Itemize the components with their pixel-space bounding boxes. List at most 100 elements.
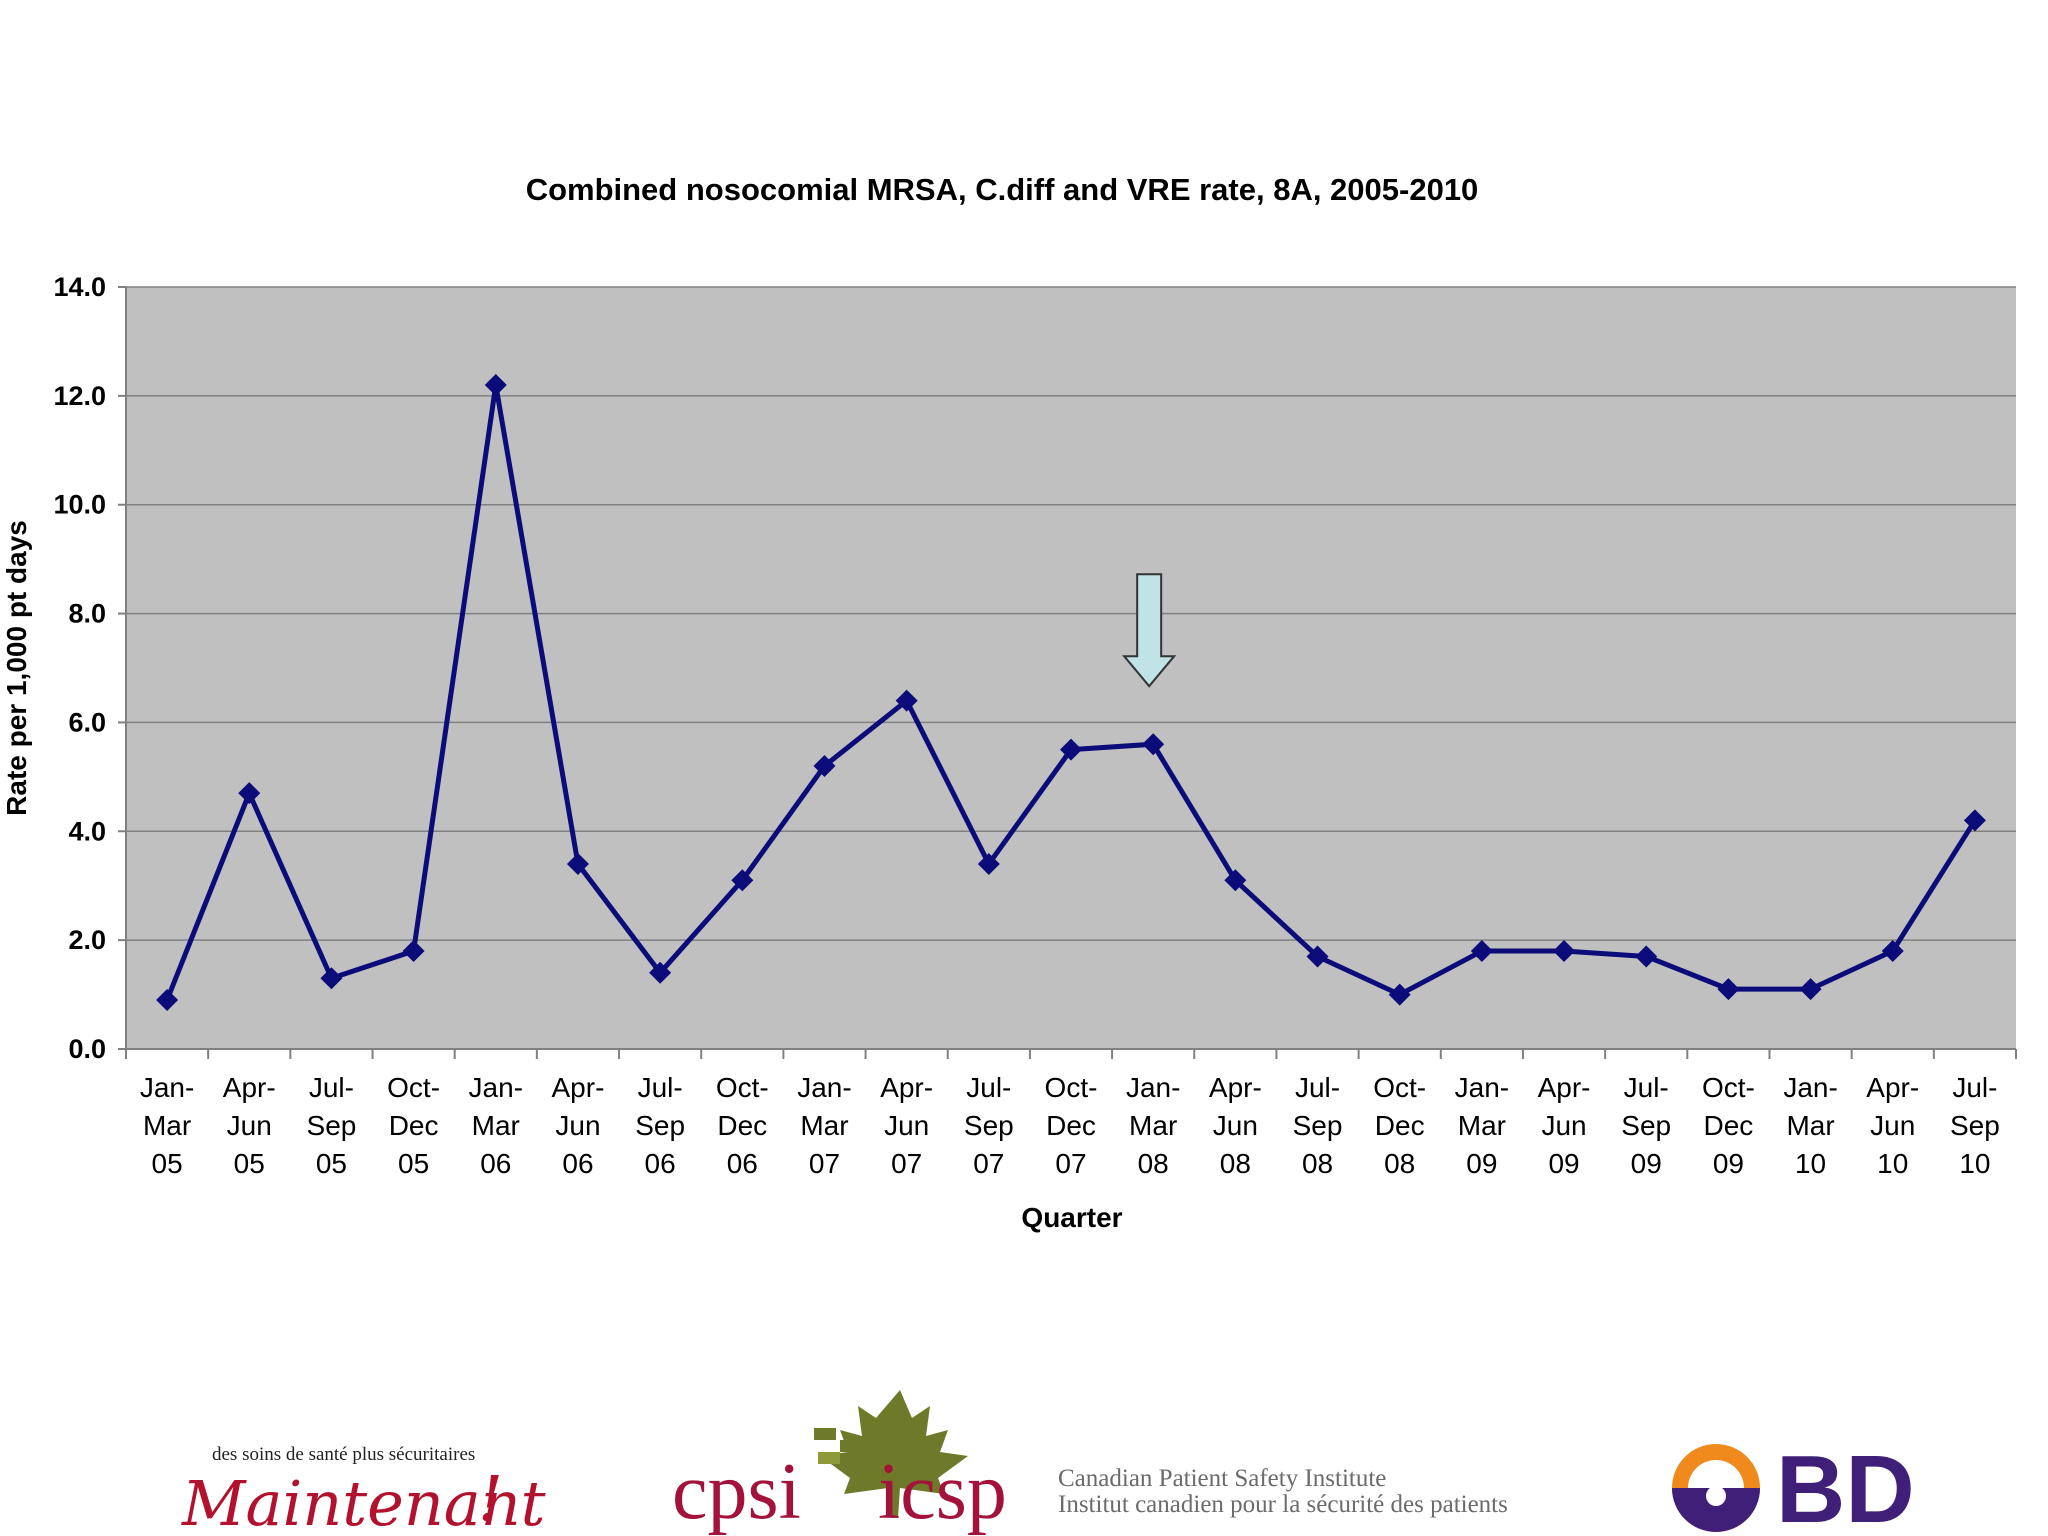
data-point-marker: [484, 373, 507, 396]
x-tick-label-line: Jul-: [1952, 1072, 1997, 1103]
x-tick-label-line: Mar: [143, 1110, 191, 1141]
data-point-marker: [566, 852, 589, 875]
x-tick-label: Jul- Sep 10: [1950, 1072, 2000, 1179]
x-tick-label-line: 10: [1795, 1148, 1826, 1179]
icsp-wordmark: icsp: [878, 1448, 1007, 1536]
data-point-marker: [895, 689, 918, 712]
maple-leaf-icon: [814, 1390, 968, 1518]
data-point-marker: [320, 967, 343, 990]
data-point-marker: [1553, 940, 1576, 963]
x-tick-label-line: Mar: [472, 1110, 520, 1141]
x-tick-label: Apr- Jun 07: [880, 1072, 933, 1179]
x-tick-label-line: 06: [645, 1148, 676, 1179]
data-point-marker: [1060, 738, 1082, 761]
x-tick-label-line: Jun: [1541, 1110, 1586, 1141]
x-tick-label-line: 08: [1302, 1148, 1333, 1179]
maintenant-tagline: des soins de santé plus sécuritaires: [212, 1444, 475, 1465]
x-tick-label: Apr- Jun 08: [1209, 1072, 1262, 1179]
x-tick-label-line: 09: [1631, 1148, 1662, 1179]
cpsi-name-french: Institut canadien pour la sécurité des p…: [1058, 1491, 1508, 1518]
x-tick-label-line: Dec: [389, 1110, 439, 1141]
x-tick-label-line: Jul-: [638, 1072, 683, 1103]
x-tick-label-line: Jun: [227, 1110, 272, 1141]
x-tick-label: Apr- Jun 10: [1866, 1072, 1919, 1179]
x-tick-label-line: Jan-: [1455, 1072, 1509, 1103]
data-point-marker: [1717, 978, 1740, 1001]
x-tick-label-line: Jul-: [1624, 1072, 1669, 1103]
x-tick-label-line: Apr-: [880, 1072, 933, 1103]
x-tick-label-line: Apr-: [1209, 1072, 1262, 1103]
x-tick-label-line: Jun: [1870, 1110, 1915, 1141]
x-tick-label-line: Sep: [1950, 1110, 2000, 1141]
x-tick-label-line: 05: [398, 1148, 429, 1179]
x-tick-label-line: 05: [234, 1148, 265, 1179]
y-tick-label: 6.0: [68, 707, 106, 737]
maintenant-exclamation: !: [478, 1462, 503, 1535]
x-tick-label-line: Jul-: [309, 1072, 354, 1103]
x-tick-label-line: Apr-: [552, 1072, 605, 1103]
data-point-marker: [1306, 945, 1329, 968]
x-tick-label-line: Jun: [1213, 1110, 1258, 1141]
data-point-marker: [238, 782, 261, 805]
x-tick-label-line: Jun: [884, 1110, 929, 1141]
x-tick-label-line: Sep: [635, 1110, 685, 1141]
data-point-marker: [649, 961, 672, 984]
data-point-marker: [1635, 945, 1658, 968]
x-tick-label-line: 08: [1220, 1148, 1251, 1179]
x-tick-label-line: Mar: [1129, 1110, 1177, 1141]
bd-sunburst-icon: [1672, 1444, 1760, 1532]
x-tick-label-line: Mar: [800, 1110, 848, 1141]
plot-area: [126, 287, 2016, 1049]
y-tick-label: 10.0: [53, 490, 106, 520]
x-tick-label-line: Oct-: [1045, 1072, 1098, 1103]
x-tick-label-line: Jan-: [1126, 1072, 1180, 1103]
x-tick-label-line: Sep: [307, 1110, 357, 1141]
x-tick-label-line: Oct-: [716, 1072, 769, 1103]
chart-title: Combined nosocomial MRSA, C.diff and VRE…: [526, 172, 1479, 207]
x-tick-label: Jul- Sep 05: [307, 1072, 357, 1179]
maintenant-logo: des soins de santé plus sécuritaires Mai…: [181, 1444, 546, 1536]
data-point-marker: [1142, 733, 1165, 756]
x-tick-label-line: Oct-: [1702, 1072, 1755, 1103]
x-tick-label: Apr- Jun 05: [223, 1072, 276, 1179]
x-tick-label-line: Mar: [1458, 1110, 1506, 1141]
x-tick-label-line: 10: [1959, 1148, 1990, 1179]
data-point-marker: [1470, 940, 1493, 963]
x-tick-label: Jan- Mar 10: [1783, 1072, 1837, 1179]
x-tick-label-line: Dec: [1375, 1110, 1425, 1141]
x-tick-label-line: 06: [480, 1148, 511, 1179]
data-point-marker: [977, 852, 1000, 875]
x-tick-label-line: 08: [1384, 1148, 1415, 1179]
y-tick-label: 14.0: [53, 272, 106, 302]
x-tick-label: Oct- Dec 05: [387, 1072, 440, 1179]
x-tick-label: Jan- Mar 09: [1455, 1072, 1509, 1179]
x-tick-label-line: Jan-: [797, 1072, 851, 1103]
x-tick-label: Jul- Sep 08: [1293, 1072, 1343, 1179]
x-tick-label-line: Dec: [1046, 1110, 1096, 1141]
x-tick-label: Jan- Mar 05: [140, 1072, 194, 1179]
bd-logo: BD: [1672, 1436, 1915, 1536]
bd-wordmark: BD: [1776, 1436, 1915, 1536]
x-tick-label-line: Apr-: [1538, 1072, 1591, 1103]
x-tick-label: Jan- Mar 06: [469, 1072, 523, 1179]
x-tick-label-line: Dec: [717, 1110, 767, 1141]
x-tick-label-line: Dec: [1703, 1110, 1753, 1141]
x-tick-label-line: Jan-: [140, 1072, 194, 1103]
y-tick-label: 4.0: [68, 816, 106, 846]
x-tick-label-line: Mar: [1786, 1110, 1834, 1141]
y-tick-label: 0.0: [68, 1034, 106, 1064]
x-tick-label-line: Jun: [555, 1110, 600, 1141]
x-tick-label-line: Sep: [964, 1110, 1014, 1141]
data-point-marker: [1799, 978, 1822, 1001]
series-group: [156, 373, 1986, 1012]
cpsi-logo: cpsi icsp Canadian Patient Safety Instit…: [672, 1390, 1508, 1536]
x-tick-label-line: Sep: [1621, 1110, 1671, 1141]
data-point-marker: [731, 869, 754, 892]
x-tick-label-line: 06: [727, 1148, 758, 1179]
x-tick-label-line: Oct-: [1373, 1072, 1426, 1103]
x-tick-label: Oct- Dec 08: [1373, 1072, 1426, 1179]
x-tick-label-line: Jan-: [469, 1072, 523, 1103]
x-tick-label-line: Jul-: [966, 1072, 1011, 1103]
